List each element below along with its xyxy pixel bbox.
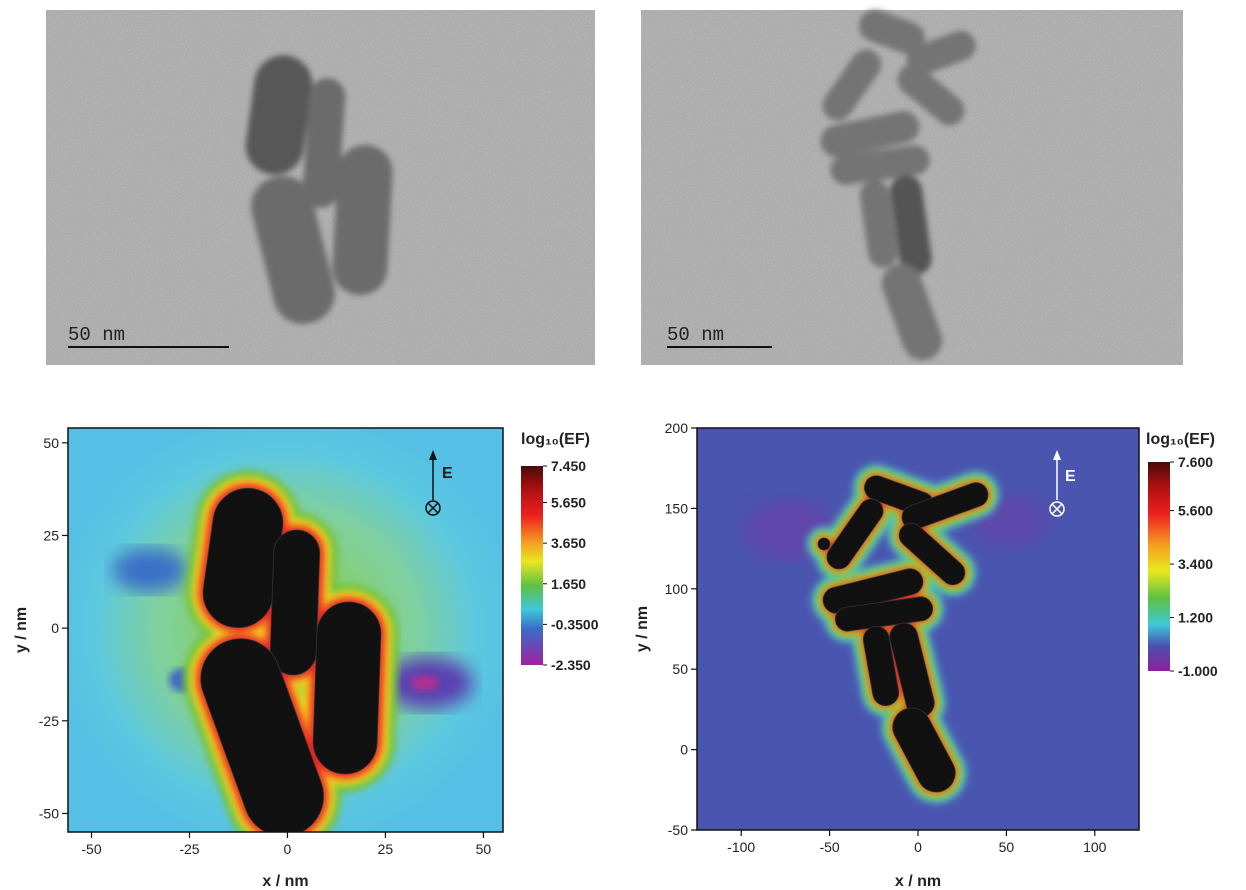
colorbar-tick-label: -2.350 <box>551 657 591 673</box>
colorbar-tick-label: 3.650 <box>551 535 586 551</box>
y-tick-label: 50 <box>672 661 688 677</box>
colorbar-tick-label: 5.650 <box>551 495 586 511</box>
y-tick-label: 100 <box>665 581 689 597</box>
x-tick-label: 0 <box>284 841 292 857</box>
x-tick-label: 50 <box>476 841 492 857</box>
y-tick-label: -25 <box>39 713 59 729</box>
scale-bar-label: 50 nm <box>667 324 724 346</box>
y-tick-label: -50 <box>39 805 59 821</box>
colorbar-tick-label: 3.400 <box>1178 556 1213 572</box>
colorbar-tick-label: -0.3500 <box>551 616 599 632</box>
colorbar <box>521 466 543 665</box>
x-tick-label: -50 <box>819 839 839 855</box>
colorbar-tick-label: 7.450 <box>551 458 586 474</box>
field-label: E <box>442 465 453 482</box>
x-tick-label: -25 <box>179 841 199 857</box>
colorbar-tick-label: -1.000 <box>1178 663 1218 679</box>
tem-image: 50 nm <box>46 10 595 365</box>
y-tick-label: 200 <box>665 420 689 436</box>
y-tick-label: 150 <box>665 500 689 516</box>
scale-bar-label: 50 nm <box>68 324 125 346</box>
colorbar-tick-label: 7.600 <box>1178 454 1213 470</box>
colorbar-title: log₁₀(EF) <box>1146 431 1215 448</box>
x-tick-label: 100 <box>1083 839 1107 855</box>
figure: 50 nm 50 nm <box>0 0 1246 890</box>
y-tick-label: 50 <box>43 435 59 451</box>
x-axis-label: x / nm <box>262 873 308 890</box>
colorbar <box>1148 462 1170 671</box>
y-tick-label: -50 <box>668 822 688 838</box>
y-tick-label: 0 <box>680 742 688 758</box>
x-tick-label: 0 <box>914 839 922 855</box>
x-tick-label: 50 <box>999 839 1015 855</box>
colorbar-tick-label: 5.600 <box>1178 503 1213 519</box>
x-tick-label: -100 <box>727 839 755 855</box>
field-map-image <box>697 428 1139 830</box>
field-label: E <box>1065 468 1076 485</box>
colorbar-tick-label: 1.650 <box>551 576 586 592</box>
x-tick-label: -50 <box>81 841 101 857</box>
y-tick-label: 25 <box>43 527 59 543</box>
y-tick-label: 0 <box>51 620 59 636</box>
tem-image: 50 nm <box>641 5 1183 365</box>
colorbar-tick-label: 1.200 <box>1178 610 1213 626</box>
field-map-image <box>68 428 503 847</box>
x-axis-label: x / nm <box>895 873 941 890</box>
x-tick-label: 25 <box>378 841 394 857</box>
y-axis-label: y / nm <box>634 606 651 652</box>
y-axis-label: y / nm <box>13 607 30 653</box>
colorbar-title: log₁₀(EF) <box>521 431 590 448</box>
